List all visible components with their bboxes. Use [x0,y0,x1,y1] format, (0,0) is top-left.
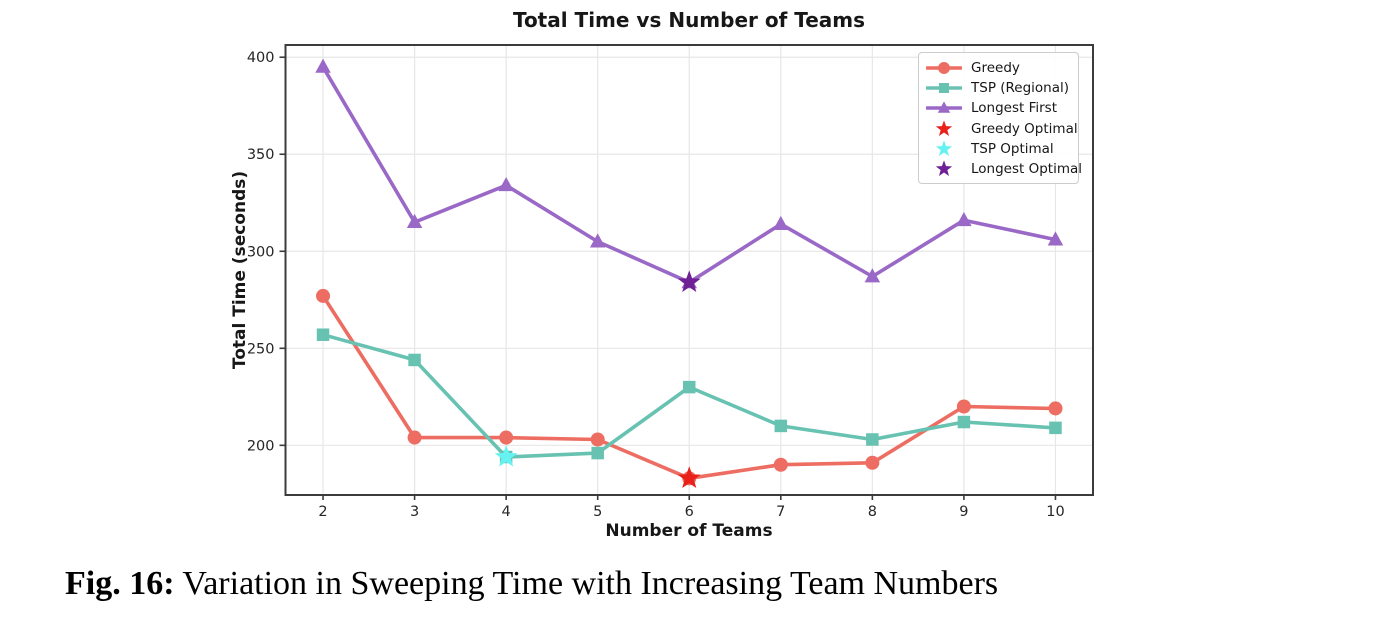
marker-tsp-optimal [494,444,518,467]
svg-text:400: 400 [247,50,275,66]
x-axis-label: Number of Teams [605,521,773,541]
svg-text:2: 2 [318,504,327,520]
axis-ticks [279,56,1057,500]
legend-label: Longest First [971,100,1058,117]
svg-text:3: 3 [410,504,419,520]
caption-number: Fig. 16: [65,565,175,602]
legend-item-tsp-optimal: TSP Optimal [926,139,1072,159]
series-tsp-regional- [316,328,1062,464]
svg-text:4: 4 [502,504,511,520]
axis-tick-labels: 2 3 4 5 6 7 8 9 10 200 250 300 350 400 [247,50,1065,520]
legend-label: TSP (Regional) [971,80,1070,97]
svg-text:7: 7 [776,504,785,520]
svg-text:10: 10 [1046,504,1064,520]
series-greedy [316,288,1063,486]
star-swatch-icon [935,160,953,176]
star-swatch-icon [935,119,953,136]
legend-item-longest-first: Longest First [926,98,1072,118]
triangle-swatch-icon [926,101,962,114]
svg-text:9: 9 [959,504,968,520]
circle-swatch-icon [926,62,962,74]
legend-item-longest-optimal: Longest Optimal [926,159,1082,179]
caption-text: Variation in Sweeping Time with Increasi… [174,565,999,602]
square-swatch-icon [926,83,962,94]
legend-item-greedy: Greedy [926,58,1072,78]
svg-text:6: 6 [685,504,694,520]
svg-text:350: 350 [247,147,275,163]
legend: Greedy TSP (Regional) Longest First Greedy … [918,52,1082,184]
legend-label: Greedy [971,60,1020,76]
svg-text:300: 300 [247,244,275,260]
svg-text:250: 250 [247,341,275,357]
legend-item-tsp-regional-: TSP (Regional) [926,78,1072,98]
chart-title: Total Time vs Number of Teams [512,8,866,32]
svg-text:200: 200 [247,438,275,454]
svg-text:5: 5 [593,504,602,520]
legend-label: TSP Optimal [971,140,1054,157]
legend-item-greedy-optimal: Greedy Optimal [926,119,1078,139]
star-swatch-icon [935,140,953,156]
marker-greedy-optimal [677,466,701,489]
figure-caption: Fig. 16: Variation in Sweeping Time with… [65,565,998,603]
marker-longest-optimal [677,270,701,293]
legend-label: Greedy Optimal [971,120,1078,137]
legend-label: Longest Optimal [971,160,1083,177]
svg-text:8: 8 [868,504,877,520]
